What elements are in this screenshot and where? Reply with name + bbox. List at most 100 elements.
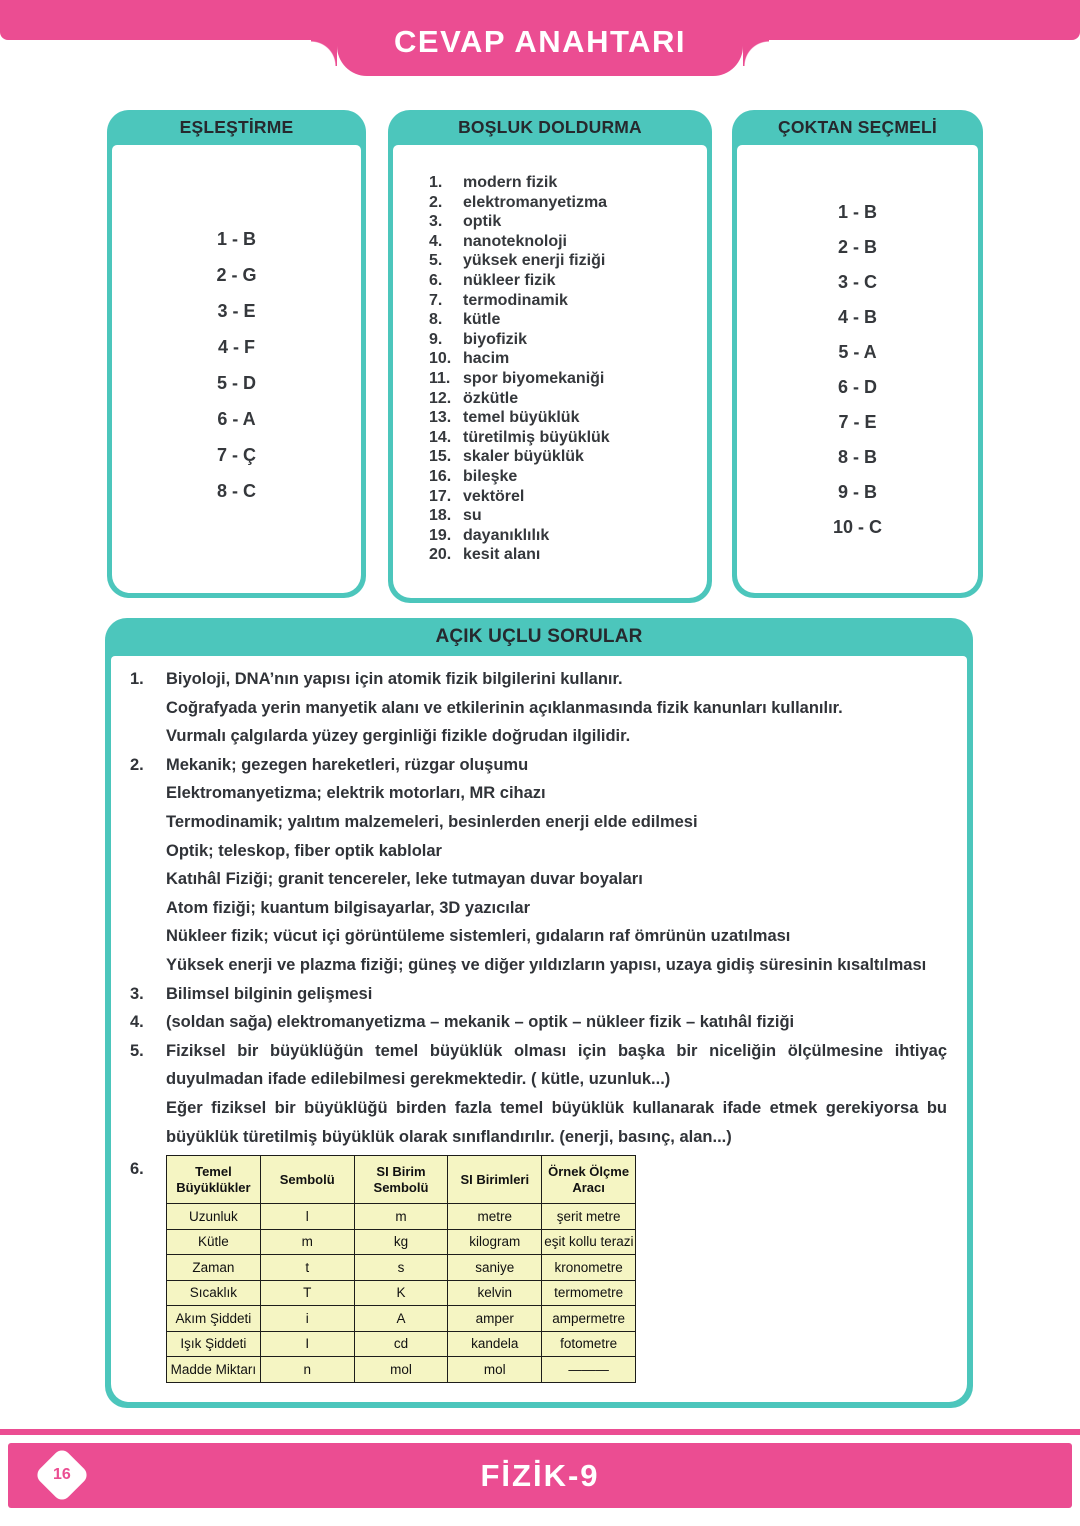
item-number-spacer <box>120 779 166 808</box>
open-ended-line: Nükleer fizik; vücut içi görüntüleme sis… <box>120 922 955 951</box>
table-header-cell: SI Birimleri <box>447 1155 543 1205</box>
answer-text: spor biyomekaniği <box>463 369 605 387</box>
open-ended-line: Termodinamik; yalıtım malzemeleri, besin… <box>120 808 955 837</box>
fill-blank-answer: 9. biyofizik <box>429 330 701 350</box>
table-cell: cd <box>353 1330 449 1358</box>
answer-number: 18. <box>429 507 452 525</box>
item-number-spacer <box>120 951 166 980</box>
answer-number: 10. <box>429 350 452 368</box>
multiple-choice-answer: 5 - A <box>838 342 877 362</box>
table-cell: I <box>259 1330 355 1358</box>
open-ended-box-title: AÇIK UÇLU SORULAR <box>435 626 643 647</box>
answer-number: 8. <box>429 311 443 329</box>
table-cell: Uzunluk <box>166 1203 261 1230</box>
table-row: Zaman t s saniye kronometre <box>166 1254 636 1281</box>
page-number: 16 <box>53 1465 71 1483</box>
table-cell: A <box>353 1305 449 1332</box>
banner-left-fillet <box>311 40 337 66</box>
answer-line: Biyoloji, DNA’nın yapısı için atomik fiz… <box>166 670 623 688</box>
fill-blank-answer: 7. termodinamik <box>429 291 701 311</box>
answer-text: modern fizik <box>463 174 558 191</box>
item-number: 1. <box>130 670 144 688</box>
item-number-spacer <box>120 1094 166 1151</box>
multiple-choice-box-body: 1 - B 2 - B 3 - C 4 - B 5 - A 6 - D 7 - … <box>737 145 978 593</box>
answer-text: su <box>463 507 482 525</box>
answer-text: biyofizik <box>463 330 528 348</box>
table-row: Madde Miktarı n mol mol ——— <box>166 1356 636 1383</box>
answer-line: Eğer fiziksel bir büyüklüğü birden fazla… <box>166 1098 947 1146</box>
table-cell: mol <box>353 1356 449 1383</box>
answer-text: yüksek enerji fiziği <box>463 252 606 270</box>
fill-blank-answer: 6. nükleer fizik <box>429 271 701 291</box>
answer-number: 1. <box>429 174 443 191</box>
table-cell: n <box>259 1356 355 1383</box>
open-ended-box-body: 1. Biyoloji, DNA’nın yapısı için atomik f… <box>111 656 967 1402</box>
answer-text: dayanıklılık <box>463 526 550 544</box>
answer-number: 7. <box>429 291 443 309</box>
table-cell: mol <box>447 1356 543 1383</box>
table-row: Işık Şiddeti I cd kandela fotometre <box>166 1330 636 1358</box>
matching-answer: 6 - A <box>217 409 256 429</box>
matching-answer: 3 - E <box>217 301 256 321</box>
item-number-spacer <box>120 894 166 923</box>
item-number: 2. <box>130 755 144 774</box>
answer-text: özkütle <box>463 389 519 407</box>
footer-title: FİZİK-9 <box>480 1457 600 1493</box>
table-cell: T <box>259 1279 355 1307</box>
multiple-choice-answer: 4 - B <box>837 307 877 327</box>
multiple-choice-answer: 10 - C <box>832 517 883 537</box>
fill-blank-answer: 8. kütle <box>429 310 701 330</box>
answer-number: 2. <box>429 193 443 211</box>
table-header-row: Temel Büyüklükler Sembolü SI Birim Sembo… <box>166 1155 636 1205</box>
table-cell: kilogram <box>447 1228 543 1256</box>
item-number-spacer <box>120 694 166 723</box>
fill-blank-answer: 5. yüksek enerji fiziği <box>429 251 701 271</box>
item-number-spacer <box>120 837 166 866</box>
answer-number: 6. <box>429 271 443 289</box>
fill-blank-answer: 1. modern fizik <box>429 173 701 193</box>
table-cell: ——— <box>541 1356 636 1383</box>
matching-answer: 4 - F <box>217 337 255 357</box>
multiple-choice-answer: 1 - B <box>837 202 877 222</box>
answer-line: Vurmalı çalgılarda yüzey gerginliği fizi… <box>166 727 631 746</box>
answer-line: Termodinamik; yalıtım malzemeleri, besin… <box>166 812 698 831</box>
item-number-spacer <box>120 722 166 751</box>
page-title: CEVAP ANAHTARI <box>394 24 686 59</box>
table-header-cell: Örnek Ölçme Aracı <box>541 1155 636 1205</box>
multiple-choice-answer-list: 1 - B 2 - B 3 - C 4 - B 5 - A 6 - D 7 - … <box>737 145 978 545</box>
table-cell: kronometre <box>541 1254 636 1281</box>
answer-number: 19. <box>429 526 452 544</box>
answer-text: termodinamik <box>463 291 568 309</box>
answer-number: 9. <box>429 330 443 348</box>
open-ended-line: Elektromanyetizma; elektrik motorları, M… <box>120 779 955 808</box>
answer-number: 17. <box>429 487 452 505</box>
fill-blank-answer: 3. optik <box>429 212 701 232</box>
table-cell: s <box>353 1254 449 1281</box>
item-number-spacer <box>120 922 166 951</box>
multiple-choice-answer: 7 - E <box>838 412 877 432</box>
fill-blank-answer: 19. dayanıklılık <box>429 526 701 546</box>
multiple-choice-box: ÇOKTAN SEÇMELİ 1 - B 2 - B 3 - C 4 - B 5… <box>732 110 983 598</box>
fill-blank-answer: 17. vektörel <box>429 487 701 507</box>
answer-number: 12. <box>429 389 452 407</box>
item-number-spacer <box>120 865 166 894</box>
title-banner: CEVAP ANAHTARI <box>337 0 743 76</box>
open-ended-line: 5. Fiziksel bir büyüklüğün temel büyüklük… <box>120 1037 955 1094</box>
table-cell: Kütle <box>166 1228 261 1256</box>
table-cell: saniye <box>447 1254 543 1281</box>
fill-blank-answer: 14. türetilmiş büyüklük <box>429 428 701 448</box>
answer-text: vektörel <box>463 487 525 505</box>
fill-blank-answer: 10. hacim <box>429 349 701 369</box>
matching-box-body: 1 - B 2 - G 3 - E 4 - F 5 - D 6 - A 7 - … <box>112 145 361 593</box>
matching-answer: 5 - D <box>216 373 256 393</box>
fill-blank-box-body: 1. modern fizik 2. elektromanyetizma 3. opt… <box>393 145 707 598</box>
table-cell: kandela <box>447 1330 543 1358</box>
answer-text: türetilmiş büyüklük <box>463 428 610 446</box>
answer-line: Elektromanyetizma; elektrik motorları, M… <box>166 784 546 803</box>
table-cell: Zaman <box>166 1254 261 1281</box>
fill-blank-answer: 18. su <box>429 506 701 526</box>
item-number: 5. <box>130 1041 144 1060</box>
table-cell: m <box>353 1203 449 1230</box>
matching-answer: 1 - B <box>216 229 256 249</box>
multiple-choice-box-title: ÇOKTAN SEÇMELİ <box>777 117 937 137</box>
